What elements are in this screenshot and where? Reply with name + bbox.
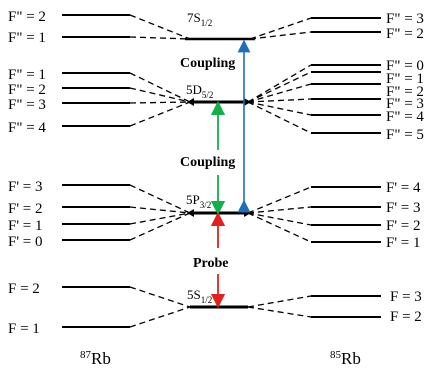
- connector: [129, 212, 191, 241]
- connector: [129, 36, 191, 40]
- rb87-5p-f3-label: F' = 3: [8, 179, 43, 195]
- connector: [129, 206, 191, 214]
- rb85-5d-f3-label: F" = 3: [386, 96, 424, 112]
- rb85-5d-f0-label: F" = 0: [386, 58, 424, 74]
- rb85-5d-f4-label: F" = 4: [386, 109, 424, 125]
- probe-label: Probe: [193, 256, 229, 271]
- junction-marker: [244, 209, 251, 217]
- rb85-5p-f4-label: F' = 4: [386, 180, 421, 196]
- junction-marker: [187, 98, 194, 106]
- rb85-5s-f2-label: F = 2: [390, 309, 422, 325]
- rb85-7s-group: F" = 3 F" = 2: [311, 11, 424, 42]
- rb85-5d-f1-label: F" = 1: [386, 71, 424, 87]
- connector: [247, 206, 312, 214]
- rb87-5d-group: F" = 1 F" = 2 F" = 3 F" = 4: [8, 67, 130, 136]
- rb87-5d-f3-label: F" = 3: [8, 97, 46, 113]
- center-5s-label: 5S1/2: [187, 287, 212, 305]
- rb85-5p-group: F' = 4 F' = 3 F' = 2 F' = 1: [311, 180, 421, 251]
- rb87-5d-f1-label: F" = 1: [8, 67, 46, 83]
- connector: [129, 101, 191, 104]
- connector: [129, 212, 191, 225]
- rb85-7s-f2-label: F" = 2: [386, 26, 424, 42]
- rb85-7s-f3-label: F" = 3: [386, 11, 424, 27]
- rb87-5s-f2-label: F = 2: [8, 281, 40, 297]
- coupling-label-lower: Coupling: [180, 155, 235, 170]
- center-5d-label: 5D5/2: [186, 82, 213, 100]
- rb87-isotope-label: 87Rb: [80, 349, 111, 368]
- connector: [129, 184, 191, 214]
- rb87-5p-f0-label: F' = 0: [8, 234, 43, 250]
- connector: [129, 101, 191, 127]
- rb85-5p-f3-label: F' = 3: [386, 200, 421, 216]
- connector: [249, 17, 312, 40]
- connector: [247, 64, 312, 103]
- rb87-7s-group: F" = 2 F" = 1: [8, 9, 130, 46]
- connector: [129, 87, 191, 103]
- connector: [247, 71, 312, 103]
- connector: [247, 101, 312, 116]
- connector: [249, 31, 312, 40]
- connector: [247, 98, 312, 103]
- center-5p: 5P3/2: [186, 192, 248, 215]
- connector: [129, 14, 191, 40]
- connector: [247, 83, 312, 103]
- rb85-isotope-label: 85Rb: [330, 349, 361, 368]
- junction-marker: [187, 209, 194, 217]
- connector: [247, 212, 312, 226]
- junction-marker: [244, 98, 251, 106]
- connector: [129, 306, 191, 328]
- connector: [247, 306, 312, 318]
- rb87-7s-f1-label: F" = 1: [8, 30, 46, 46]
- connector: [247, 101, 312, 134]
- rb87-5d-f2-label: F" = 2: [8, 82, 46, 98]
- connector: [247, 212, 312, 243]
- rb87-5s-f1-label: F = 1: [8, 321, 40, 337]
- rb85-5s-f3-label: F = 3: [390, 289, 422, 305]
- center-7s-label: 7S1/2: [187, 10, 212, 28]
- rb87-5p-group: F' = 3 F' = 2 F' = 1 F' = 0: [8, 179, 130, 250]
- connector: [129, 72, 191, 103]
- center-5p-label: 5P3/2: [186, 192, 211, 210]
- rb85-5d-f2-label: F" = 2: [386, 84, 424, 100]
- rb85-5p-f1-label: F' = 1: [386, 235, 421, 251]
- connector: [247, 295, 312, 308]
- rb85-5d-f5-label: F" = 5: [386, 127, 424, 143]
- rb87-5p-f1-label: F' = 1: [8, 218, 43, 234]
- rb87-5p-f2-label: F' = 2: [8, 201, 43, 217]
- rb85-5s-group: F = 3 F = 2: [311, 289, 422, 325]
- dashed-connectors: [129, 14, 312, 328]
- rb87-5s-group: F = 2 F = 1: [8, 281, 130, 337]
- center-7s: 7S1/2: [185, 10, 255, 41]
- rb87-7s-f2-label: F" = 2: [8, 9, 46, 25]
- rb85-5p-f2-label: F' = 2: [386, 218, 421, 234]
- center-5d: 5D5/2: [186, 82, 248, 104]
- rb85-5d-group: F" = 0 F" = 1 F" = 2 F" = 3 F" = 4 F" = …: [311, 58, 424, 143]
- rb87-5d-f4-label: F" = 4: [8, 120, 46, 136]
- connector: [247, 186, 312, 214]
- connector: [129, 286, 191, 308]
- coupling-label-upper: Coupling: [180, 56, 235, 71]
